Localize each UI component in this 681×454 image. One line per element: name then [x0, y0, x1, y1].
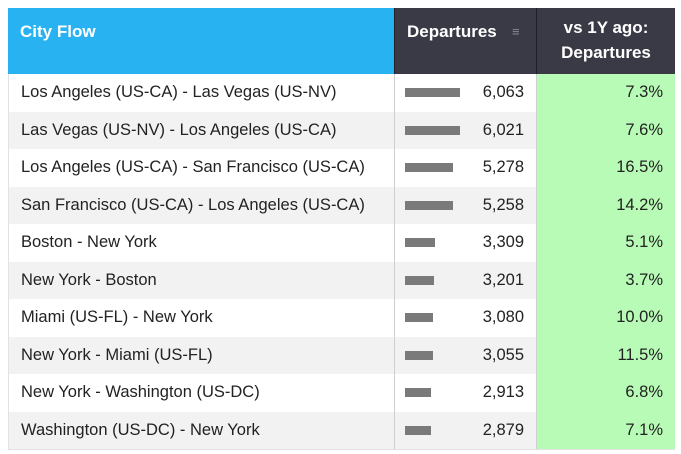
column-header-departures-label: Departures — [407, 22, 497, 41]
table-row[interactable]: New York - Boston 3,201 3.7% — [8, 261, 675, 299]
departures-cell: 3,201 — [394, 261, 536, 299]
departures-value: 5,278 — [482, 158, 524, 176]
column-header-departures[interactable]: Departures ≡ — [394, 8, 536, 74]
departures-bar — [405, 88, 460, 97]
sort-descending-icon[interactable]: ≡ — [512, 24, 520, 39]
departures-cell: 5,258 — [394, 186, 536, 224]
table-row[interactable]: New York - Miami (US-FL) 3,055 11.5% — [8, 336, 675, 374]
departures-cell: 3,309 — [394, 224, 536, 262]
vs-1y-ago-cell: 3.7% — [536, 261, 675, 299]
table-header: City Flow Departures ≡ vs 1Y ago: Depart… — [8, 8, 675, 74]
departures-value: 2,913 — [482, 383, 524, 401]
departures-cell: 3,080 — [394, 299, 536, 337]
table-row[interactable]: Las Vegas (US-NV) - Los Angeles (US-CA) 6… — [8, 111, 675, 149]
table-row[interactable]: New York - Washington (US-DC) 2,913 6.8% — [8, 374, 675, 412]
table-bottom-border — [8, 449, 675, 450]
column-header-city-flow[interactable]: City Flow — [8, 8, 394, 74]
vs-1y-ago-cell: 10.0% — [536, 299, 675, 337]
vs-1y-ago-cell: 16.5% — [536, 149, 675, 187]
table-row[interactable]: San Francisco (US-CA) - Los Angeles (US-… — [8, 186, 675, 224]
city-flow-cell: Miami (US-FL) - New York — [8, 299, 394, 337]
column-header-vs-line2: Departures — [561, 43, 651, 62]
departures-value: 6,063 — [482, 83, 524, 101]
vs-1y-ago-cell: 7.1% — [536, 411, 675, 449]
departures-cell: 3,055 — [394, 336, 536, 374]
departures-cell: 2,913 — [394, 374, 536, 412]
departures-bar — [405, 388, 432, 397]
city-flow-cell: Washington (US-DC) - New York — [8, 411, 394, 449]
departures-bar — [405, 238, 436, 247]
city-flow-cell: New York - Washington (US-DC) — [8, 374, 394, 412]
vs-1y-ago-cell: 7.6% — [536, 111, 675, 149]
departures-value: 5,258 — [482, 195, 524, 214]
departures-bar — [405, 350, 433, 360]
departures-value: 3,201 — [482, 270, 524, 289]
departures-bar — [405, 275, 435, 285]
vs-1y-ago-cell: 14.2% — [536, 186, 675, 224]
table-row[interactable]: Los Angeles (US-CA) - San Francisco (US-… — [8, 149, 675, 187]
departures-cell: 6,063 — [394, 74, 536, 112]
departures-value: 3,080 — [482, 308, 524, 326]
departures-bar — [405, 125, 460, 135]
city-flow-cell: New York - Boston — [8, 261, 394, 299]
table-body: Los Angeles (US-CA) - Las Vegas (US-NV) 6… — [8, 74, 675, 449]
city-flow-cell: Los Angeles (US-CA) - San Francisco (US-… — [8, 149, 394, 187]
city-flow-cell: Los Angeles (US-CA) - Las Vegas (US-NV) — [8, 74, 394, 112]
city-flow-cell: New York - Miami (US-FL) — [8, 336, 394, 374]
departures-bar — [405, 425, 432, 435]
departures-cell: 2,879 — [394, 411, 536, 449]
city-flow-cell: Boston - New York — [8, 224, 394, 262]
departures-bar — [405, 200, 453, 210]
column-header-vs-1y-ago[interactable]: vs 1Y ago: Departures — [536, 8, 675, 74]
departures-cell: 5,278 — [394, 149, 536, 187]
vs-1y-ago-cell: 7.3% — [536, 74, 675, 112]
departures-bar — [405, 313, 433, 322]
city-flow-cell: Las Vegas (US-NV) - Los Angeles (US-CA) — [8, 111, 394, 149]
column-header-vs-line1: vs 1Y ago: — [563, 18, 649, 37]
departures-value: 2,879 — [482, 420, 524, 439]
departures-cell: 6,021 — [394, 111, 536, 149]
table-row[interactable]: Boston - New York 3,309 5.1% — [8, 224, 675, 262]
departures-value: 6,021 — [482, 120, 524, 139]
vs-1y-ago-cell: 6.8% — [536, 374, 675, 412]
table-row[interactable]: Los Angeles (US-CA) - Las Vegas (US-NV) 6… — [8, 74, 675, 112]
city-flow-table: City Flow Departures ≡ vs 1Y ago: Depart… — [8, 8, 675, 449]
departures-value: 3,055 — [482, 345, 524, 364]
departures-bar — [405, 163, 453, 172]
vs-1y-ago-cell: 11.5% — [536, 336, 675, 374]
table-row[interactable]: Miami (US-FL) - New York 3,080 10.0% — [8, 299, 675, 337]
departures-value: 3,309 — [482, 233, 524, 251]
vs-1y-ago-cell: 5.1% — [536, 224, 675, 262]
table-row[interactable]: Washington (US-DC) - New York 2,879 7.1% — [8, 411, 675, 449]
city-flow-cell: San Francisco (US-CA) - Los Angeles (US-… — [8, 186, 394, 224]
